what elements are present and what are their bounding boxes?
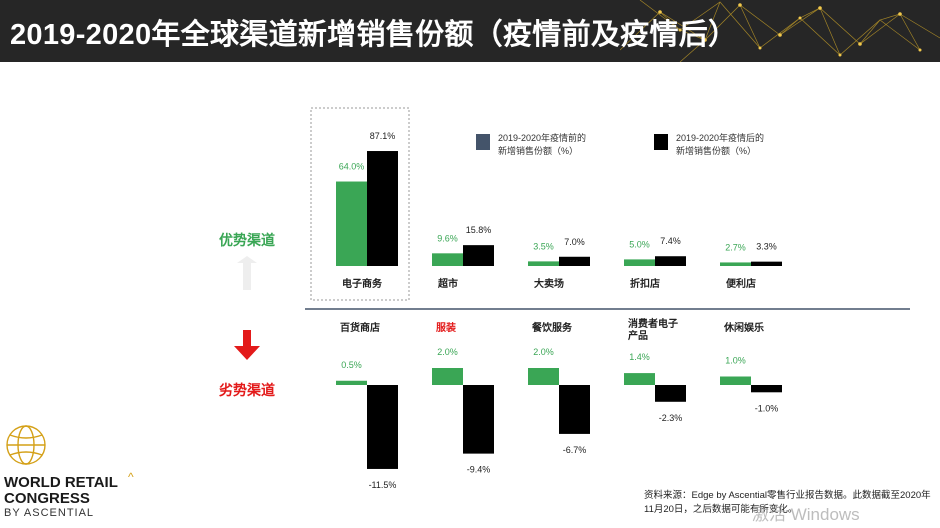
category-label: 大卖场 [534, 277, 564, 290]
bar-post [463, 245, 494, 266]
bar-post [367, 151, 398, 266]
legend-pre-swatch [476, 134, 490, 150]
logo-caret-icon: ^ [128, 470, 134, 484]
value-label-pre: 2.0% [437, 347, 458, 357]
value-label-pre: 1.0% [725, 356, 746, 366]
value-label-post: -11.5% [369, 480, 397, 490]
bar-pre [720, 262, 751, 266]
bar-pre [624, 373, 655, 385]
source-note: 资料来源：Edge by Ascential零售行业报告数据。此数据截至2020… [644, 490, 931, 515]
gold-network-decoration [620, 0, 940, 62]
ecommerce-highlight-box [310, 107, 410, 301]
value-label-pre: 2.0% [533, 347, 554, 357]
value-label-post: -2.3% [659, 413, 683, 423]
windows-activation-watermark: 激活 Windows [752, 505, 860, 524]
bar-post [559, 385, 590, 434]
bar-pre [720, 376, 751, 385]
bar-post [367, 385, 398, 469]
legend-post-label: 2019-2020年疫情后的 新增销售份额（%） [676, 132, 767, 156]
world-retail-congress-logo [6, 425, 46, 465]
category-label: 餐饮服务 [531, 321, 573, 334]
value-label-post: 7.4% [660, 236, 681, 246]
value-label-pre: 0.5% [341, 360, 362, 370]
value-label-post: 15.8% [466, 225, 492, 235]
category-label: 消费者电子 [628, 317, 678, 330]
bar-pre [432, 253, 463, 266]
bar-post [655, 385, 686, 402]
value-label-post: 3.3% [756, 242, 777, 252]
bar-pre [336, 181, 367, 266]
value-label-pre: 3.5% [533, 241, 554, 251]
value-label-pre: 1.4% [629, 352, 650, 362]
logo-text-line1: WORLD RETAIL [4, 474, 118, 491]
legend-post-line2: 新增销售份额（%） [676, 145, 756, 156]
value-label-pre: 9.6% [437, 233, 458, 243]
bar-post [655, 256, 686, 266]
value-label-pre: 2.7% [725, 242, 746, 252]
category-label: 便利店 [726, 277, 756, 290]
down-arrow-icon [234, 330, 260, 360]
category-label: 电子商务 [342, 277, 383, 290]
legend-pre-line2: 新增销售份额（%） [498, 145, 578, 156]
bar-post [559, 256, 590, 266]
legend-post-line1: 2019-2020年疫情后的 [676, 132, 764, 143]
bar-group: 64.0% 87.1% 电子商务 9.6% 15.8% 超市 3.5% 7.0% 大卖场 5.0%… [336, 131, 782, 490]
category-label: 服装 [436, 321, 456, 334]
value-label-post: -9.4% [467, 465, 491, 475]
value-label-pre: 64.0% [339, 162, 365, 172]
legend-pre-label: 2019-2020年疫情前的 新增销售份额（%） [498, 132, 589, 156]
advantage-section-label: 优势渠道 [219, 232, 275, 248]
bar-pre [528, 368, 559, 385]
disadvantage-section-label: 劣势渠道 [219, 382, 275, 398]
value-label-post: 87.1% [370, 131, 396, 141]
title-banner: 2019-2020年全球渠道新增销售份额（疫情前及疫情后） [0, 0, 940, 62]
bar-post [463, 385, 494, 454]
up-arrow-icon [237, 256, 257, 290]
category-label: 产品 [628, 329, 648, 342]
bar-post [751, 261, 782, 266]
page-title: 2019-2020年全球渠道新增销售份额（疫情前及疫情后） [10, 19, 738, 51]
value-label-post: 7.0% [564, 237, 585, 247]
legend-post-swatch [654, 134, 668, 150]
value-label-post: -1.0% [755, 403, 779, 413]
bar-pre [624, 259, 655, 266]
bar-pre [528, 261, 559, 266]
category-label: 超市 [437, 277, 458, 290]
value-label-pre: 5.0% [629, 239, 650, 249]
category-label: 百货商店 [340, 321, 380, 334]
category-label: 折扣店 [630, 277, 660, 290]
logo-text-line2: CONGRESS [4, 490, 90, 507]
bar-pre [432, 368, 463, 385]
bar-post [751, 385, 782, 393]
value-label-post: -6.7% [563, 445, 587, 455]
category-label: 休闲娱乐 [723, 321, 764, 334]
legend-pre-line1: 2019-2020年疫情前的 [498, 132, 586, 143]
bar-pre [336, 380, 367, 385]
logo-byline: BY ASCENTIAL [4, 507, 95, 519]
